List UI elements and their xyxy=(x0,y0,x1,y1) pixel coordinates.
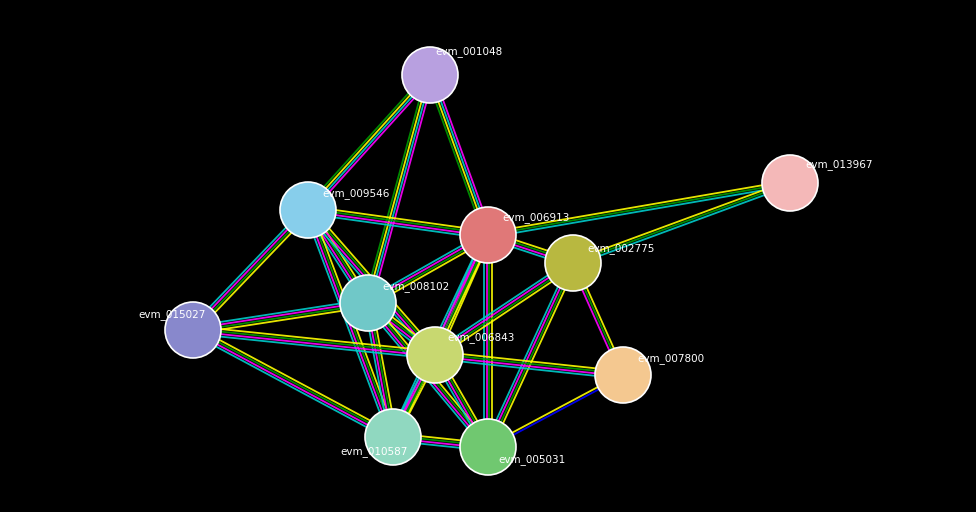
Text: evm_010587: evm_010587 xyxy=(340,446,407,457)
Circle shape xyxy=(280,182,336,238)
Text: evm_015027: evm_015027 xyxy=(138,310,205,321)
Circle shape xyxy=(545,235,601,291)
Circle shape xyxy=(165,302,221,358)
Circle shape xyxy=(340,275,396,331)
Circle shape xyxy=(595,347,651,403)
Circle shape xyxy=(460,207,516,263)
Text: evm_007800: evm_007800 xyxy=(637,354,704,365)
Text: evm_013967: evm_013967 xyxy=(805,160,873,170)
Text: evm_002775: evm_002775 xyxy=(587,244,654,254)
Circle shape xyxy=(407,327,463,383)
Circle shape xyxy=(402,47,458,103)
Circle shape xyxy=(762,155,818,211)
Text: evm_006913: evm_006913 xyxy=(502,212,569,223)
Text: evm_001048: evm_001048 xyxy=(435,47,503,57)
Circle shape xyxy=(365,409,421,465)
Circle shape xyxy=(460,419,516,475)
Text: evm_009546: evm_009546 xyxy=(322,188,389,200)
Text: evm_005031: evm_005031 xyxy=(498,455,565,465)
Text: evm_006843: evm_006843 xyxy=(447,333,514,344)
Text: evm_008102: evm_008102 xyxy=(382,282,449,292)
